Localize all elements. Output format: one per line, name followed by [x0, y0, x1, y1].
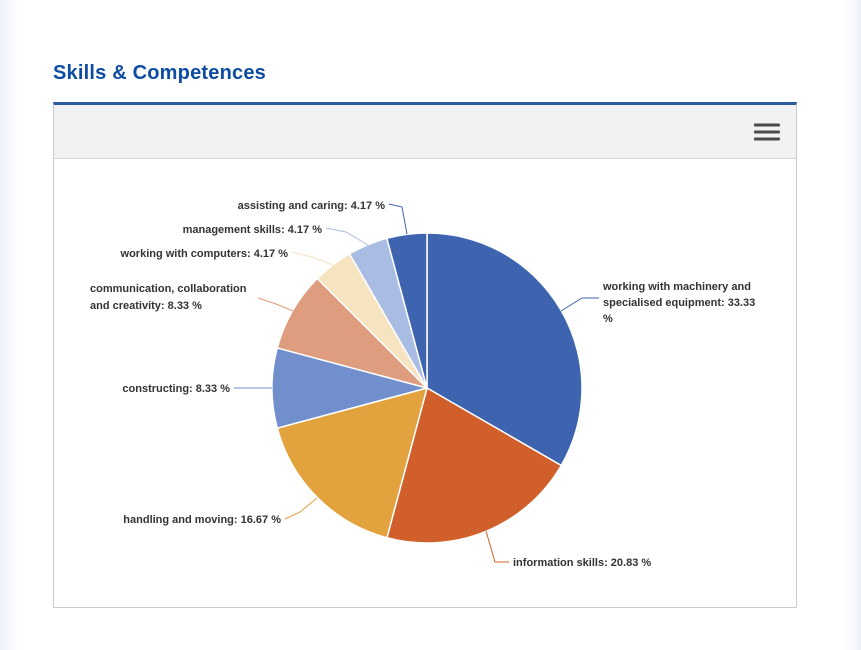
slice-label-8: assisting and caring: 4.17 % — [238, 200, 386, 212]
chart-context-menu-button[interactable] — [754, 123, 780, 140]
pie-chart: working with machinery and specialised eq… — [90, 200, 755, 569]
hamburger-icon — [754, 123, 780, 126]
pie-slice-3[interactable] — [276, 387, 428, 539]
slice-connector-3 — [284, 497, 318, 520]
slice-label-2: information skills: 20.83 % — [513, 557, 651, 569]
slice-label-4: constructing: 8.33 % — [122, 383, 230, 395]
hamburger-icon — [754, 130, 780, 133]
slice-label-3: handling and moving: 16.67 % — [123, 514, 281, 526]
slice-label-6: working with computers: 4.17 % — [120, 248, 289, 260]
chart-panel: working with machinery and specialised eq… — [53, 102, 797, 608]
slice-label-1: working with machinery and specialised eq… — [602, 281, 755, 325]
pie-chart-container: working with machinery and specialised eq… — [54, 159, 796, 607]
slice-connector-2 — [485, 530, 509, 563]
chart-panel-header — [54, 105, 796, 159]
page-title: Skills & Competences — [53, 62, 266, 84]
slice-connector-1 — [560, 297, 599, 312]
page-edge-shadow-left — [0, 0, 18, 650]
slice-connector-7 — [325, 227, 369, 246]
slice-label-5: communication, collaboration and creativi… — [90, 283, 247, 312]
slice-connector-6 — [291, 251, 334, 266]
page-edge-shadow-right — [845, 0, 861, 650]
slice-label-7: management skills: 4.17 % — [183, 224, 323, 236]
pie-slice-8[interactable] — [386, 232, 428, 389]
slice-connector-5 — [257, 297, 294, 312]
hamburger-icon — [754, 137, 780, 140]
content-area: Skills & Competences working with machin… — [53, 0, 797, 608]
slice-connector-8 — [388, 203, 408, 235]
